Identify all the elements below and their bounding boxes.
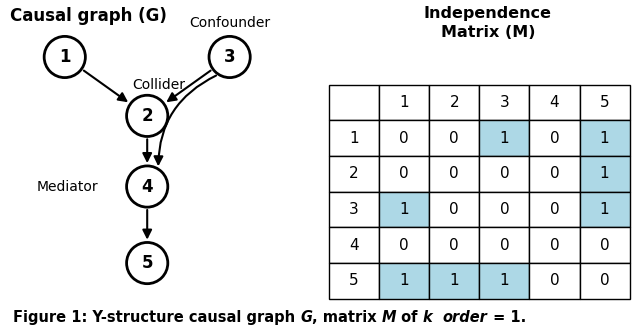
Text: 1: 1 xyxy=(500,274,509,288)
Text: M: M xyxy=(382,310,396,325)
Text: 5: 5 xyxy=(600,95,609,110)
Text: 0: 0 xyxy=(399,166,409,181)
Text: 5: 5 xyxy=(349,274,359,288)
Text: 5: 5 xyxy=(141,254,153,272)
Bar xyxy=(479,85,529,120)
Bar xyxy=(529,85,580,120)
Text: = 1.: = 1. xyxy=(488,310,526,325)
Bar xyxy=(329,120,379,156)
Bar xyxy=(329,156,379,192)
Bar xyxy=(379,156,429,192)
Bar xyxy=(580,263,630,299)
Text: 0: 0 xyxy=(550,131,559,146)
Text: 4: 4 xyxy=(550,95,559,110)
Circle shape xyxy=(209,36,250,78)
Bar xyxy=(329,85,379,120)
Text: Mediator: Mediator xyxy=(37,179,99,194)
Text: Causal graph (G): Causal graph (G) xyxy=(10,7,167,25)
Text: 4: 4 xyxy=(349,238,359,253)
Text: k: k xyxy=(423,310,433,325)
Bar xyxy=(429,85,479,120)
Bar xyxy=(379,227,429,263)
Text: 1: 1 xyxy=(399,95,409,110)
Text: 0: 0 xyxy=(399,238,409,253)
Bar xyxy=(429,263,479,299)
Text: 0: 0 xyxy=(449,131,459,146)
Text: 1: 1 xyxy=(500,131,509,146)
Text: 1: 1 xyxy=(399,274,409,288)
Bar xyxy=(429,192,479,227)
Circle shape xyxy=(44,36,85,78)
Bar xyxy=(529,156,580,192)
Bar xyxy=(580,120,630,156)
Text: 1: 1 xyxy=(600,166,609,181)
Text: 2: 2 xyxy=(449,95,459,110)
Circle shape xyxy=(127,243,168,284)
Bar xyxy=(479,120,529,156)
Text: of: of xyxy=(396,310,423,325)
Text: Confounder: Confounder xyxy=(189,16,270,30)
Text: 0: 0 xyxy=(550,238,559,253)
Text: 0: 0 xyxy=(449,238,459,253)
Text: 1: 1 xyxy=(449,274,459,288)
Text: , matrix: , matrix xyxy=(312,310,382,325)
Bar xyxy=(479,227,529,263)
Text: Independence
Matrix (M): Independence Matrix (M) xyxy=(424,6,552,40)
Bar xyxy=(529,263,580,299)
Text: G: G xyxy=(300,310,312,325)
Text: 0: 0 xyxy=(399,131,409,146)
Text: 0: 0 xyxy=(500,238,509,253)
Bar xyxy=(429,120,479,156)
Bar xyxy=(580,85,630,120)
Bar xyxy=(529,227,580,263)
Text: 0: 0 xyxy=(500,166,509,181)
Text: 1: 1 xyxy=(399,202,409,217)
Bar xyxy=(479,192,529,227)
Text: Figure 1: Y-structure causal graph: Figure 1: Y-structure causal graph xyxy=(13,310,300,325)
Bar xyxy=(379,263,429,299)
Bar xyxy=(329,227,379,263)
Bar xyxy=(379,192,429,227)
Text: 1: 1 xyxy=(59,48,70,66)
Bar xyxy=(429,156,479,192)
Bar xyxy=(529,192,580,227)
Circle shape xyxy=(127,95,168,136)
Text: 0: 0 xyxy=(600,274,609,288)
Text: 1: 1 xyxy=(600,131,609,146)
Circle shape xyxy=(127,166,168,207)
Bar xyxy=(529,120,580,156)
Bar xyxy=(479,263,529,299)
Text: 1: 1 xyxy=(600,202,609,217)
Text: Collider: Collider xyxy=(132,78,186,92)
Text: 3: 3 xyxy=(349,202,359,217)
Bar xyxy=(379,85,429,120)
Text: 0: 0 xyxy=(550,202,559,217)
Text: 4: 4 xyxy=(141,177,153,196)
Text: 0: 0 xyxy=(600,238,609,253)
Bar xyxy=(429,227,479,263)
Text: 0: 0 xyxy=(449,202,459,217)
Bar xyxy=(329,263,379,299)
Text: 0: 0 xyxy=(550,274,559,288)
Text: 3: 3 xyxy=(499,95,509,110)
Bar xyxy=(379,120,429,156)
Text: 0: 0 xyxy=(449,166,459,181)
Text: 0: 0 xyxy=(550,166,559,181)
Bar xyxy=(580,227,630,263)
Bar xyxy=(580,156,630,192)
Text: order: order xyxy=(443,310,488,325)
Text: 0: 0 xyxy=(500,202,509,217)
Text: 2: 2 xyxy=(141,107,153,125)
Bar xyxy=(580,192,630,227)
Text: 1: 1 xyxy=(349,131,359,146)
Bar xyxy=(479,156,529,192)
Text: 2: 2 xyxy=(349,166,359,181)
Text: 3: 3 xyxy=(224,48,236,66)
Bar xyxy=(329,192,379,227)
